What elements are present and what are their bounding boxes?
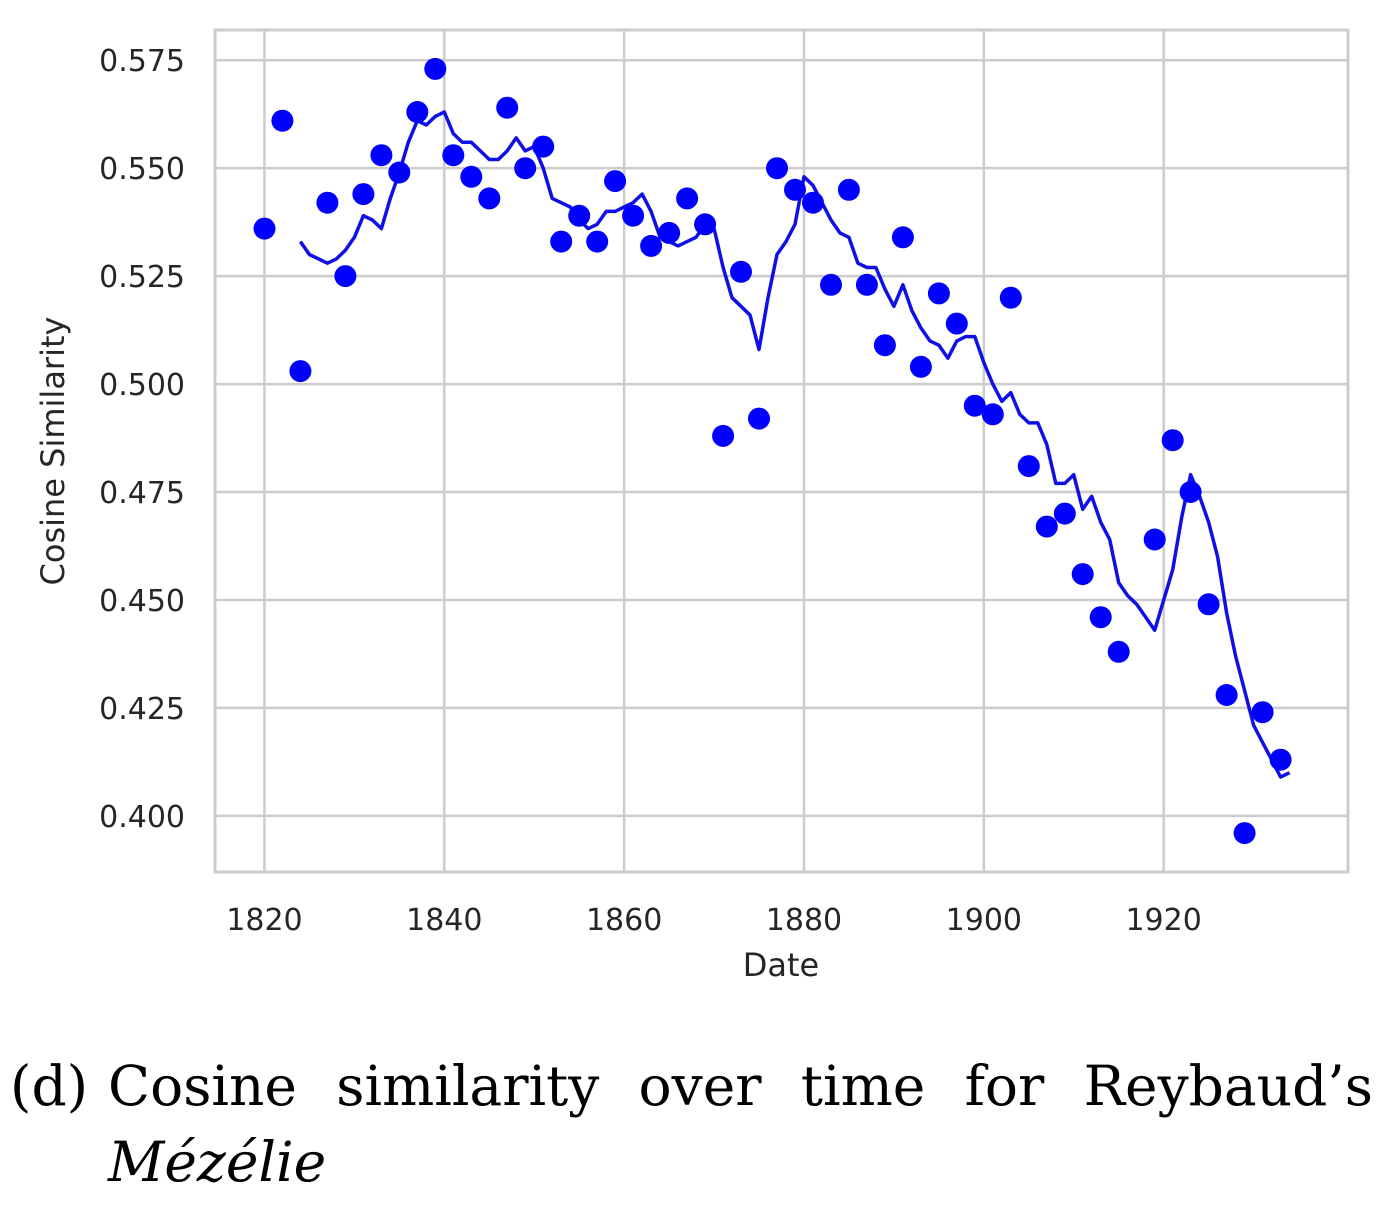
data-point bbox=[460, 165, 483, 188]
caption-text: Cosine similarity over time for Reybaud’… bbox=[108, 1054, 1373, 1118]
data-point bbox=[1233, 822, 1256, 845]
data-point bbox=[271, 109, 294, 132]
data-point bbox=[1197, 593, 1220, 616]
data-point bbox=[873, 334, 896, 357]
x-tick-label: 1820 bbox=[226, 903, 302, 938]
chart-svg: 1820 1840 1860 1880 1900 1920 0.400 0.425 0.450… bbox=[34, 28, 1350, 984]
data-point bbox=[981, 403, 1004, 426]
data-point bbox=[1215, 684, 1238, 706]
y-tick-label: 0.550 bbox=[99, 152, 185, 187]
data-point bbox=[388, 161, 411, 184]
data-point bbox=[478, 187, 501, 210]
data-point bbox=[1269, 748, 1292, 771]
data-point bbox=[604, 170, 627, 193]
data-point bbox=[424, 57, 447, 80]
data-point bbox=[316, 191, 339, 214]
y-tick-label: 0.400 bbox=[99, 800, 185, 835]
y-tick-label: 0.525 bbox=[99, 260, 185, 295]
data-point bbox=[289, 360, 312, 383]
data-point bbox=[712, 424, 735, 447]
data-point bbox=[1179, 481, 1202, 503]
line-layer bbox=[298, 110, 1291, 779]
data-point bbox=[837, 178, 860, 201]
y-axis-label: Cosine Similarity bbox=[34, 317, 72, 586]
data-point bbox=[784, 178, 806, 201]
data-point bbox=[1107, 640, 1130, 663]
data-point bbox=[253, 217, 276, 240]
data-point bbox=[891, 226, 914, 249]
data-point bbox=[442, 144, 465, 167]
y-tick-labels: 0.400 0.425 0.450 0.475 0.500 0.525 0.550 0.575 bbox=[99, 44, 185, 835]
x-tick-label: 1880 bbox=[766, 903, 842, 938]
y-tick-label: 0.450 bbox=[99, 584, 185, 619]
data-point bbox=[568, 204, 591, 227]
data-point bbox=[1251, 701, 1274, 724]
data-point bbox=[927, 282, 950, 305]
data-point bbox=[622, 204, 645, 227]
data-point bbox=[1089, 606, 1112, 629]
x-tick-label: 1860 bbox=[586, 903, 662, 938]
y-tick-label: 0.425 bbox=[99, 692, 185, 727]
data-point bbox=[802, 191, 824, 214]
x-tick-label: 1920 bbox=[1125, 903, 1201, 938]
data-point bbox=[694, 213, 717, 236]
data-point bbox=[1071, 563, 1094, 586]
caption-title: Mézélie bbox=[108, 1130, 327, 1194]
data-point bbox=[496, 96, 519, 119]
data-point bbox=[586, 230, 609, 253]
x-tick-labels: 1820 1840 1860 1880 1900 1920 bbox=[226, 903, 1202, 938]
data-point bbox=[1053, 502, 1076, 525]
y-tick-label: 0.500 bbox=[99, 368, 185, 403]
data-point bbox=[352, 183, 375, 206]
x-axis-label: Date bbox=[743, 946, 819, 984]
data-point bbox=[1035, 515, 1058, 538]
x-tick-label: 1840 bbox=[406, 903, 482, 938]
data-point bbox=[532, 135, 555, 158]
data-point bbox=[640, 234, 663, 257]
data-point bbox=[748, 407, 770, 430]
data-point bbox=[855, 273, 878, 296]
x-tick-label: 1900 bbox=[946, 903, 1022, 938]
data-point bbox=[406, 101, 429, 123]
data-point bbox=[334, 265, 357, 288]
data-point bbox=[1017, 455, 1040, 478]
data-point bbox=[1161, 429, 1184, 452]
points bbox=[253, 57, 1292, 845]
data-point bbox=[820, 273, 842, 296]
data-point bbox=[370, 144, 393, 167]
data-point bbox=[999, 286, 1022, 309]
data-point bbox=[766, 157, 788, 180]
plot-frame bbox=[213, 28, 1350, 874]
data-point bbox=[676, 187, 699, 210]
y-tick-label: 0.475 bbox=[99, 476, 185, 511]
data-point bbox=[658, 221, 681, 244]
data-point bbox=[963, 394, 986, 417]
data-point bbox=[1143, 528, 1166, 551]
caption-prefix: (d) bbox=[10, 1054, 89, 1118]
data-point bbox=[514, 157, 537, 180]
moving-average-line bbox=[298, 110, 1291, 779]
data-point bbox=[945, 312, 968, 335]
data-point bbox=[909, 355, 932, 378]
data-point bbox=[550, 230, 573, 253]
y-tick-label: 0.575 bbox=[99, 44, 185, 79]
data-point bbox=[730, 260, 752, 283]
